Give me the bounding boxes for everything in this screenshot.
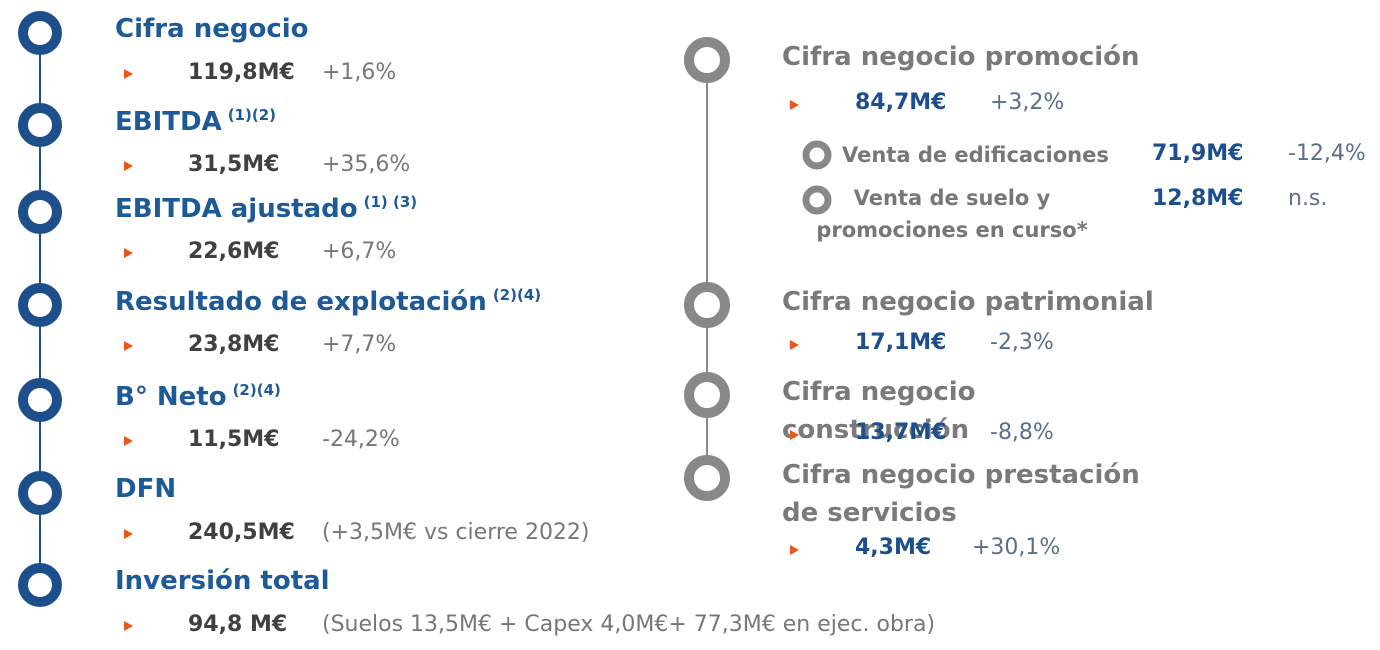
item-value: 17,1M€	[855, 330, 947, 355]
timeline-node	[684, 37, 730, 83]
timeline-node	[18, 471, 62, 515]
item-value: 240,5M€	[188, 520, 295, 545]
timeline-node	[18, 103, 62, 147]
timeline-node	[684, 372, 730, 418]
bullet-arrow	[124, 161, 133, 171]
title-text: EBITDA ajustado	[115, 194, 358, 224]
timeline-node	[18, 283, 62, 327]
bullet-arrow	[124, 436, 133, 446]
footnote-ref: (1)(2)	[227, 106, 276, 124]
item-change: +6,7%	[322, 239, 397, 264]
item-title: Cifra negocio promoción	[782, 42, 1140, 72]
item-title: Inversión total	[115, 566, 330, 596]
title-text: Cifra negocio	[115, 14, 309, 44]
item-title: Cifra negocio	[115, 14, 309, 44]
timeline-node	[684, 455, 730, 501]
item-change: +35,6%	[322, 152, 411, 177]
bullet-arrow	[790, 100, 799, 110]
title-text: DFN	[115, 474, 177, 504]
item-change: -24,2%	[322, 427, 400, 452]
item-change: (+3,5M€ vs cierre 2022)	[322, 520, 590, 545]
footnote-ref: (2)(4)	[492, 286, 542, 304]
subitem-change: -12,4%	[1288, 141, 1366, 166]
subitem-title: Venta de edificaciones	[842, 143, 1109, 167]
item-change: +7,7%	[322, 332, 397, 357]
bullet-arrow	[124, 621, 133, 631]
sub-node	[802, 185, 832, 215]
item-change: -2,3%	[990, 330, 1054, 355]
item-change: +30,1%	[972, 535, 1061, 560]
bullet-arrow	[124, 529, 133, 539]
footnote-ref: (2)(4)	[232, 381, 281, 399]
item-value: 22,6M€	[188, 239, 280, 264]
item-title: DFN	[115, 474, 176, 504]
item-value: 4,3M€	[855, 535, 932, 560]
item-title: Resultado de explotación (2)(4)	[115, 286, 541, 317]
item-value: 23,8M€	[188, 332, 280, 357]
subitem-change: n.s.	[1288, 186, 1328, 211]
item-title: Cifra negocio prestación de servicios	[782, 460, 1140, 528]
bullet-arrow	[124, 248, 133, 258]
title-text: Inversión total	[115, 566, 330, 596]
timeline-node	[18, 378, 62, 422]
item-value: 31,5M€	[188, 152, 280, 177]
title-text: Resultado de explotación	[115, 287, 487, 317]
item-change: +1,6%	[322, 60, 397, 85]
item-value: 13,7M€	[855, 420, 947, 445]
bullet-arrow	[124, 69, 133, 79]
item-change: +3,2%	[990, 90, 1065, 115]
title-text: B° Neto	[115, 382, 227, 412]
item-value: 94,8 M€	[188, 612, 288, 637]
bullet-arrow	[124, 341, 133, 351]
timeline-node	[18, 190, 62, 234]
item-title: B° Neto (2)(4)	[115, 381, 281, 412]
item-value: 11,5M€	[188, 427, 280, 452]
subitem-value: 12,8M€	[1152, 186, 1244, 211]
item-title: EBITDA ajustado (1) (3)	[115, 193, 417, 224]
timeline-node	[18, 11, 62, 55]
item-title: Cifra negocio construcción	[782, 377, 976, 445]
title-text: EBITDA	[115, 107, 222, 137]
bullet-arrow	[790, 430, 799, 440]
item-value: 84,7M€	[855, 90, 947, 115]
subitem-title: Venta de suelo y promociones en curso*	[816, 186, 1088, 242]
bullet-arrow	[790, 545, 799, 555]
item-title: EBITDA (1)(2)	[115, 106, 276, 137]
item-value: 119,8M€	[188, 60, 295, 85]
subitem-value: 71,9M€	[1152, 141, 1244, 166]
footnote-ref: (1) (3)	[363, 193, 418, 211]
item-change: -8,8%	[990, 420, 1054, 445]
bullet-arrow	[790, 340, 799, 350]
timeline-node	[18, 563, 62, 607]
sub-node	[802, 140, 832, 170]
timeline-node	[684, 282, 730, 328]
item-title: Cifra negocio patrimonial	[782, 287, 1154, 317]
item-change: (Suelos 13,5M€ + Capex 4,0M€+ 77,3M€ en …	[322, 612, 936, 637]
